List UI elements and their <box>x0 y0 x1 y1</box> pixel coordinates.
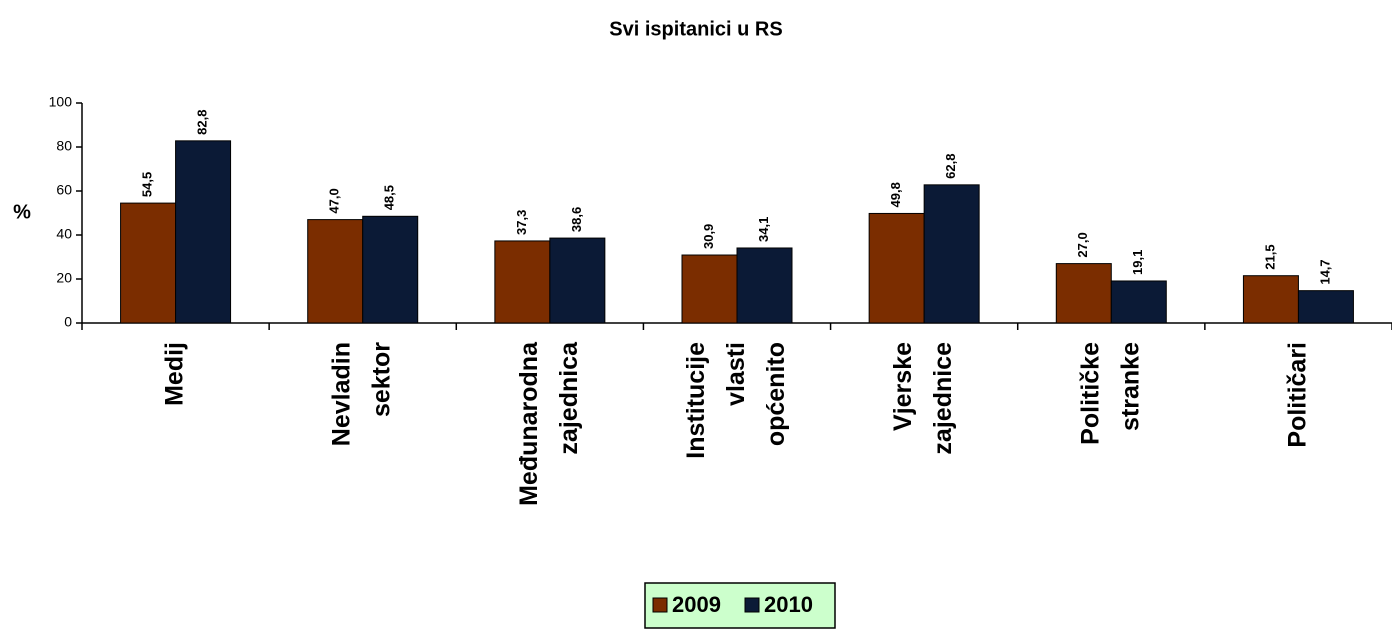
y-tick-label: 20 <box>56 270 72 286</box>
x-tick-label: Međunarodna zajednica <box>514 341 582 506</box>
x-tick-label: Institucije vlasti općenito <box>682 342 790 459</box>
legend <box>644 582 836 629</box>
y-axis-label: % <box>13 201 31 223</box>
value-label: 27,0 <box>1075 232 1090 257</box>
value-label: 38,6 <box>569 207 584 232</box>
y-tick-label: 40 <box>56 226 72 242</box>
value-label: 49,8 <box>888 182 903 207</box>
x-tick-label: Političari <box>1283 342 1311 448</box>
value-label: 47,0 <box>327 188 342 213</box>
bar <box>494 240 551 324</box>
legend-label: 2010 <box>764 592 813 617</box>
chart-title: Svi ispitanici u RS <box>609 18 782 40</box>
y-tick-label: 80 <box>56 138 72 154</box>
legend-label: 2009 <box>672 592 721 617</box>
x-tick-label: Medij <box>160 342 188 406</box>
x-tick-label: Nevladin sektor <box>327 342 395 446</box>
bar <box>1297 290 1354 324</box>
value-label: 54,5 <box>140 172 155 197</box>
value-label: 62,8 <box>943 154 958 179</box>
bar <box>307 219 364 324</box>
x-tick-label: Vjerske zajednice <box>889 342 957 455</box>
value-label: 21,5 <box>1262 244 1277 269</box>
bar <box>1110 280 1167 324</box>
y-tick-label: 60 <box>56 182 72 198</box>
y-tick-label: 0 <box>64 314 72 330</box>
y-tick-label: 100 <box>49 94 73 110</box>
bar <box>868 212 925 324</box>
value-label: 48,5 <box>382 185 397 210</box>
value-label: 82,8 <box>195 110 210 135</box>
value-label: 30,9 <box>701 224 716 249</box>
value-label: 14,7 <box>1317 259 1332 284</box>
value-label: 34,1 <box>756 217 771 242</box>
value-label: 19,1 <box>1130 250 1145 275</box>
bar <box>120 202 177 324</box>
bar <box>681 254 738 324</box>
bar <box>175 140 232 324</box>
legend-swatch <box>652 597 668 613</box>
x-tick-label: Političke stranke <box>1076 342 1144 445</box>
bar <box>362 215 419 324</box>
value-label: 37,3 <box>514 210 529 235</box>
legend-swatch <box>744 597 760 613</box>
bar <box>1242 275 1299 324</box>
bar <box>923 184 980 324</box>
bar <box>736 247 793 324</box>
bar <box>549 237 606 324</box>
bar <box>1055 263 1112 324</box>
